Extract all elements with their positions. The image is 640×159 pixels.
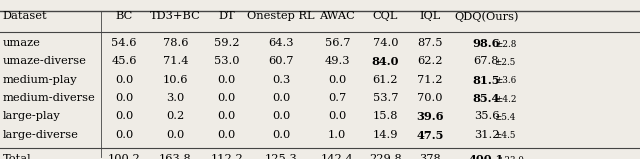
Text: 98.6: 98.6 [473, 38, 500, 49]
Text: 71.4: 71.4 [163, 56, 188, 66]
Text: 142.4: 142.4 [321, 154, 354, 159]
Text: 0.0: 0.0 [218, 75, 236, 85]
Text: 0.0: 0.0 [272, 130, 290, 140]
Text: TD3+BC: TD3+BC [150, 11, 201, 21]
Text: 100.2: 100.2 [108, 154, 141, 159]
Text: 0.0: 0.0 [218, 93, 236, 103]
Text: large-play: large-play [3, 111, 60, 121]
Text: umaze-diverse: umaze-diverse [3, 56, 86, 66]
Text: 0.0: 0.0 [272, 111, 290, 121]
Text: CQL: CQL [372, 11, 398, 21]
Text: medium-diverse: medium-diverse [3, 93, 95, 103]
Text: AWAC: AWAC [319, 11, 355, 21]
Text: 64.3: 64.3 [268, 38, 294, 48]
Text: 229.8: 229.8 [369, 154, 402, 159]
Text: 74.0: 74.0 [372, 38, 398, 48]
Text: 0.0: 0.0 [328, 111, 346, 121]
Text: 15.8: 15.8 [372, 111, 398, 121]
Text: 45.6: 45.6 [111, 56, 137, 66]
Text: QDQ(Ours): QDQ(Ours) [454, 11, 518, 22]
Text: 0.0: 0.0 [166, 130, 184, 140]
Text: IQL: IQL [419, 11, 441, 21]
Text: 0.0: 0.0 [218, 111, 236, 121]
Text: 3.0: 3.0 [166, 93, 184, 103]
Text: umaze: umaze [3, 38, 40, 48]
Text: ±4.5: ±4.5 [494, 131, 515, 140]
Text: 0.0: 0.0 [328, 75, 346, 85]
Text: 163.8: 163.8 [159, 154, 192, 159]
Text: ±2.8: ±2.8 [495, 40, 516, 49]
Text: Total: Total [3, 154, 31, 159]
Text: 112.2: 112.2 [210, 154, 243, 159]
Text: 0.0: 0.0 [218, 130, 236, 140]
Text: 0.0: 0.0 [115, 75, 133, 85]
Text: ±2.5: ±2.5 [494, 58, 515, 67]
Text: 71.2: 71.2 [417, 75, 443, 85]
Text: 85.4: 85.4 [473, 93, 500, 104]
Text: 10.6: 10.6 [163, 75, 188, 85]
Text: 0.0: 0.0 [272, 93, 290, 103]
Text: 87.5: 87.5 [417, 38, 443, 48]
Text: 61.2: 61.2 [372, 75, 398, 85]
Text: BC: BC [116, 11, 132, 21]
Text: 53.7: 53.7 [372, 93, 398, 103]
Text: 400.1: 400.1 [468, 154, 504, 159]
Text: Onestep RL: Onestep RL [247, 11, 315, 21]
Text: ±5.4: ±5.4 [494, 113, 515, 122]
Text: 47.5: 47.5 [417, 130, 444, 141]
Text: 0.2: 0.2 [166, 111, 184, 121]
Text: Dataset: Dataset [3, 11, 47, 21]
Text: 14.9: 14.9 [372, 130, 398, 140]
Text: medium-play: medium-play [3, 75, 77, 85]
Text: 49.3: 49.3 [324, 56, 350, 66]
Text: large-diverse: large-diverse [3, 130, 79, 140]
Text: 62.2: 62.2 [417, 56, 443, 66]
Text: 70.0: 70.0 [417, 93, 443, 103]
Text: 78.6: 78.6 [163, 38, 188, 48]
Text: 35.6: 35.6 [474, 111, 499, 121]
Text: ±3.6: ±3.6 [495, 76, 516, 85]
Text: 125.3: 125.3 [264, 154, 298, 159]
Text: 1.0: 1.0 [328, 130, 346, 140]
Text: 0.0: 0.0 [115, 130, 133, 140]
Text: 31.2: 31.2 [474, 130, 499, 140]
Text: 378: 378 [419, 154, 441, 159]
Text: 0.0: 0.0 [115, 111, 133, 121]
Text: 59.2: 59.2 [214, 38, 239, 48]
Text: DT: DT [218, 11, 235, 21]
Text: 0.0: 0.0 [115, 93, 133, 103]
Text: 56.7: 56.7 [324, 38, 350, 48]
Text: 39.6: 39.6 [417, 111, 444, 122]
Text: 53.0: 53.0 [214, 56, 239, 66]
Text: ±4.2: ±4.2 [495, 95, 516, 104]
Text: ±23.0: ±23.0 [497, 156, 524, 159]
Text: 0.3: 0.3 [272, 75, 290, 85]
Text: 0.7: 0.7 [328, 93, 346, 103]
Text: 81.5: 81.5 [473, 75, 500, 86]
Text: 84.0: 84.0 [372, 56, 399, 67]
Text: 67.8: 67.8 [474, 56, 499, 66]
Text: 54.6: 54.6 [111, 38, 137, 48]
Text: 60.7: 60.7 [268, 56, 294, 66]
